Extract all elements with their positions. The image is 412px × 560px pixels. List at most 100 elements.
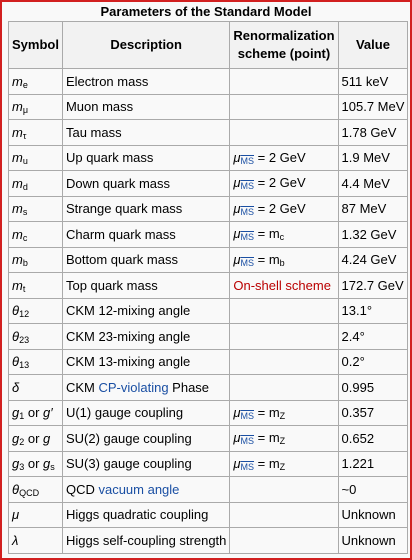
description-cell: SU(2) gauge coupling bbox=[61, 425, 231, 452]
symbol-subscript: u bbox=[22, 156, 28, 167]
scheme-subscript: Z bbox=[279, 410, 286, 421]
value-cell: 105.7 MeV bbox=[337, 93, 409, 120]
symbol-cell: g2 or g bbox=[8, 425, 63, 452]
scheme-cell: μMS = 2 GeV bbox=[229, 170, 339, 197]
scheme-msbar[interactable]: MS bbox=[240, 155, 255, 166]
symbol-main: θ bbox=[12, 328, 20, 344]
symbol-cell: θQCD bbox=[8, 476, 63, 503]
scheme-msbar[interactable]: MS bbox=[240, 410, 255, 421]
symbol-cell: mμ bbox=[8, 93, 63, 120]
table-row: mu Up quark mass μMS = 2 GeV 1.9 MeV bbox=[8, 144, 409, 171]
scheme-cell: μMS = mZ bbox=[229, 425, 339, 452]
table-row: mt Top quark mass On-shell scheme 172.7 GeV bbox=[8, 272, 409, 299]
scheme-cell: μMS = mb bbox=[229, 246, 339, 273]
scheme-condition: = m bbox=[254, 404, 280, 420]
scheme-mu: μ bbox=[233, 404, 241, 420]
value-cell: Unknown bbox=[337, 527, 409, 554]
value-cell: 0.2° bbox=[337, 348, 409, 375]
table-row: mb Bottom quark mass μMS = mb 4.24 GeV bbox=[8, 246, 409, 273]
symbol-subscript: 1 bbox=[19, 411, 25, 422]
symbol-cell: g3 or gs bbox=[8, 450, 63, 477]
scheme-mu: μ bbox=[233, 251, 241, 267]
symbol-main: m bbox=[12, 99, 23, 115]
symbol-subscript: μ bbox=[22, 105, 29, 116]
scheme-msbar[interactable]: MS bbox=[240, 461, 255, 472]
description-prefix: CKM bbox=[65, 379, 99, 395]
description-link[interactable]: vacuum angle bbox=[98, 481, 180, 497]
symbol-cell: mb bbox=[8, 246, 63, 273]
symbol-main: g bbox=[12, 430, 20, 446]
description-cell: Bottom quark mass bbox=[61, 246, 231, 273]
scheme-cell: μMS = mZ bbox=[229, 450, 339, 477]
description-text: SU(2) gauge coupling bbox=[65, 430, 192, 446]
scheme-link[interactable]: On-shell scheme bbox=[233, 277, 331, 293]
scheme-cell: On-shell scheme bbox=[229, 272, 339, 299]
scheme-subscript: b bbox=[279, 257, 285, 268]
description-text: Muon mass bbox=[65, 99, 134, 115]
description-cell: CKM 13-mixing angle bbox=[61, 348, 231, 375]
scheme-msbar[interactable]: MS bbox=[240, 206, 255, 217]
scheme-cell bbox=[229, 68, 339, 95]
header-description: Description bbox=[61, 21, 231, 69]
table-row: me Electron mass 511 keV bbox=[8, 68, 409, 95]
symbol-main: λ bbox=[12, 532, 19, 548]
table-row: md Down quark mass μMS = 2 GeV 4.4 MeV bbox=[8, 170, 409, 197]
description-text: CKM 12-mixing angle bbox=[65, 303, 191, 319]
description-cell: CKM 23-mixing angle bbox=[61, 323, 231, 350]
scheme-mu: μ bbox=[233, 455, 241, 471]
symbol-main: μ bbox=[12, 507, 20, 523]
description-cell: U(1) gauge coupling bbox=[61, 399, 231, 426]
scheme-msbar[interactable]: MS bbox=[240, 436, 255, 447]
value-cell: 511 keV bbox=[337, 68, 409, 95]
symbol-cell: θ23 bbox=[8, 323, 63, 350]
symbol-main: θ bbox=[12, 481, 20, 497]
description-link[interactable]: CP-violating bbox=[98, 379, 169, 395]
symbol-subscript: 3 bbox=[19, 462, 25, 473]
scheme-condition: = m bbox=[254, 251, 280, 267]
symbol-main: m bbox=[12, 175, 23, 191]
scheme-cell: μMS = 2 GeV bbox=[229, 195, 339, 222]
value-cell: ~0 bbox=[337, 476, 409, 503]
symbol-subscript: b bbox=[22, 258, 28, 269]
scheme-msbar[interactable]: MS bbox=[240, 232, 255, 243]
description-cell: SU(3) gauge coupling bbox=[61, 450, 231, 477]
scheme-subscript: Z bbox=[279, 461, 286, 472]
description-text: Strange quark mass bbox=[65, 201, 183, 217]
symbol-subscript: s bbox=[22, 207, 28, 218]
symbol-main: m bbox=[12, 201, 23, 217]
description-text: Down quark mass bbox=[65, 175, 171, 191]
table-row: θ23 CKM 23-mixing angle 2.4° bbox=[8, 323, 409, 350]
scheme-subscript: c bbox=[279, 232, 285, 243]
description-text: Higgs self-coupling strength bbox=[65, 532, 227, 548]
description-prefix: QCD bbox=[65, 481, 99, 497]
symbol-alt: g bbox=[43, 430, 51, 446]
scheme-msbar[interactable]: MS bbox=[240, 181, 255, 192]
scheme-subscript: Z bbox=[279, 436, 286, 447]
description-text: Higgs quadratic coupling bbox=[65, 507, 209, 523]
table-caption: Parameters of the Standard Model bbox=[100, 4, 312, 19]
symbol-or: or bbox=[24, 430, 44, 446]
symbol-cell: ms bbox=[8, 195, 63, 222]
symbol-subscript: d bbox=[22, 181, 28, 192]
symbol-cell: δ bbox=[8, 374, 63, 401]
symbol-cell: mc bbox=[8, 221, 63, 248]
symbol-subscript: c bbox=[22, 232, 28, 243]
symbol-main: θ bbox=[12, 354, 20, 370]
scheme-condition: = 2 GeV bbox=[254, 200, 306, 216]
symbol-cell: me bbox=[8, 68, 63, 95]
description-text: Charm quark mass bbox=[65, 226, 176, 242]
table-row: δ CKM CP-violating Phase 0.995 bbox=[8, 374, 409, 401]
scheme-mu: μ bbox=[233, 200, 241, 216]
parameters-table: Symbol Description Renormalization schem… bbox=[8, 21, 409, 554]
scheme-msbar[interactable]: MS bbox=[240, 257, 255, 268]
symbol-cell: g1 or g′ bbox=[8, 399, 63, 426]
scheme-cell bbox=[229, 297, 339, 324]
symbol-main: m bbox=[12, 124, 23, 140]
symbol-alt-subscript: s bbox=[50, 462, 55, 473]
scheme-cell bbox=[229, 476, 339, 503]
description-cell: CKM CP-violating Phase bbox=[61, 374, 231, 401]
table-row: ms Strange quark mass μMS = 2 GeV 87 MeV bbox=[8, 195, 409, 222]
symbol-alt: g bbox=[43, 456, 51, 472]
header-value: Value bbox=[337, 21, 409, 69]
description-text: SU(3) gauge coupling bbox=[65, 456, 192, 472]
